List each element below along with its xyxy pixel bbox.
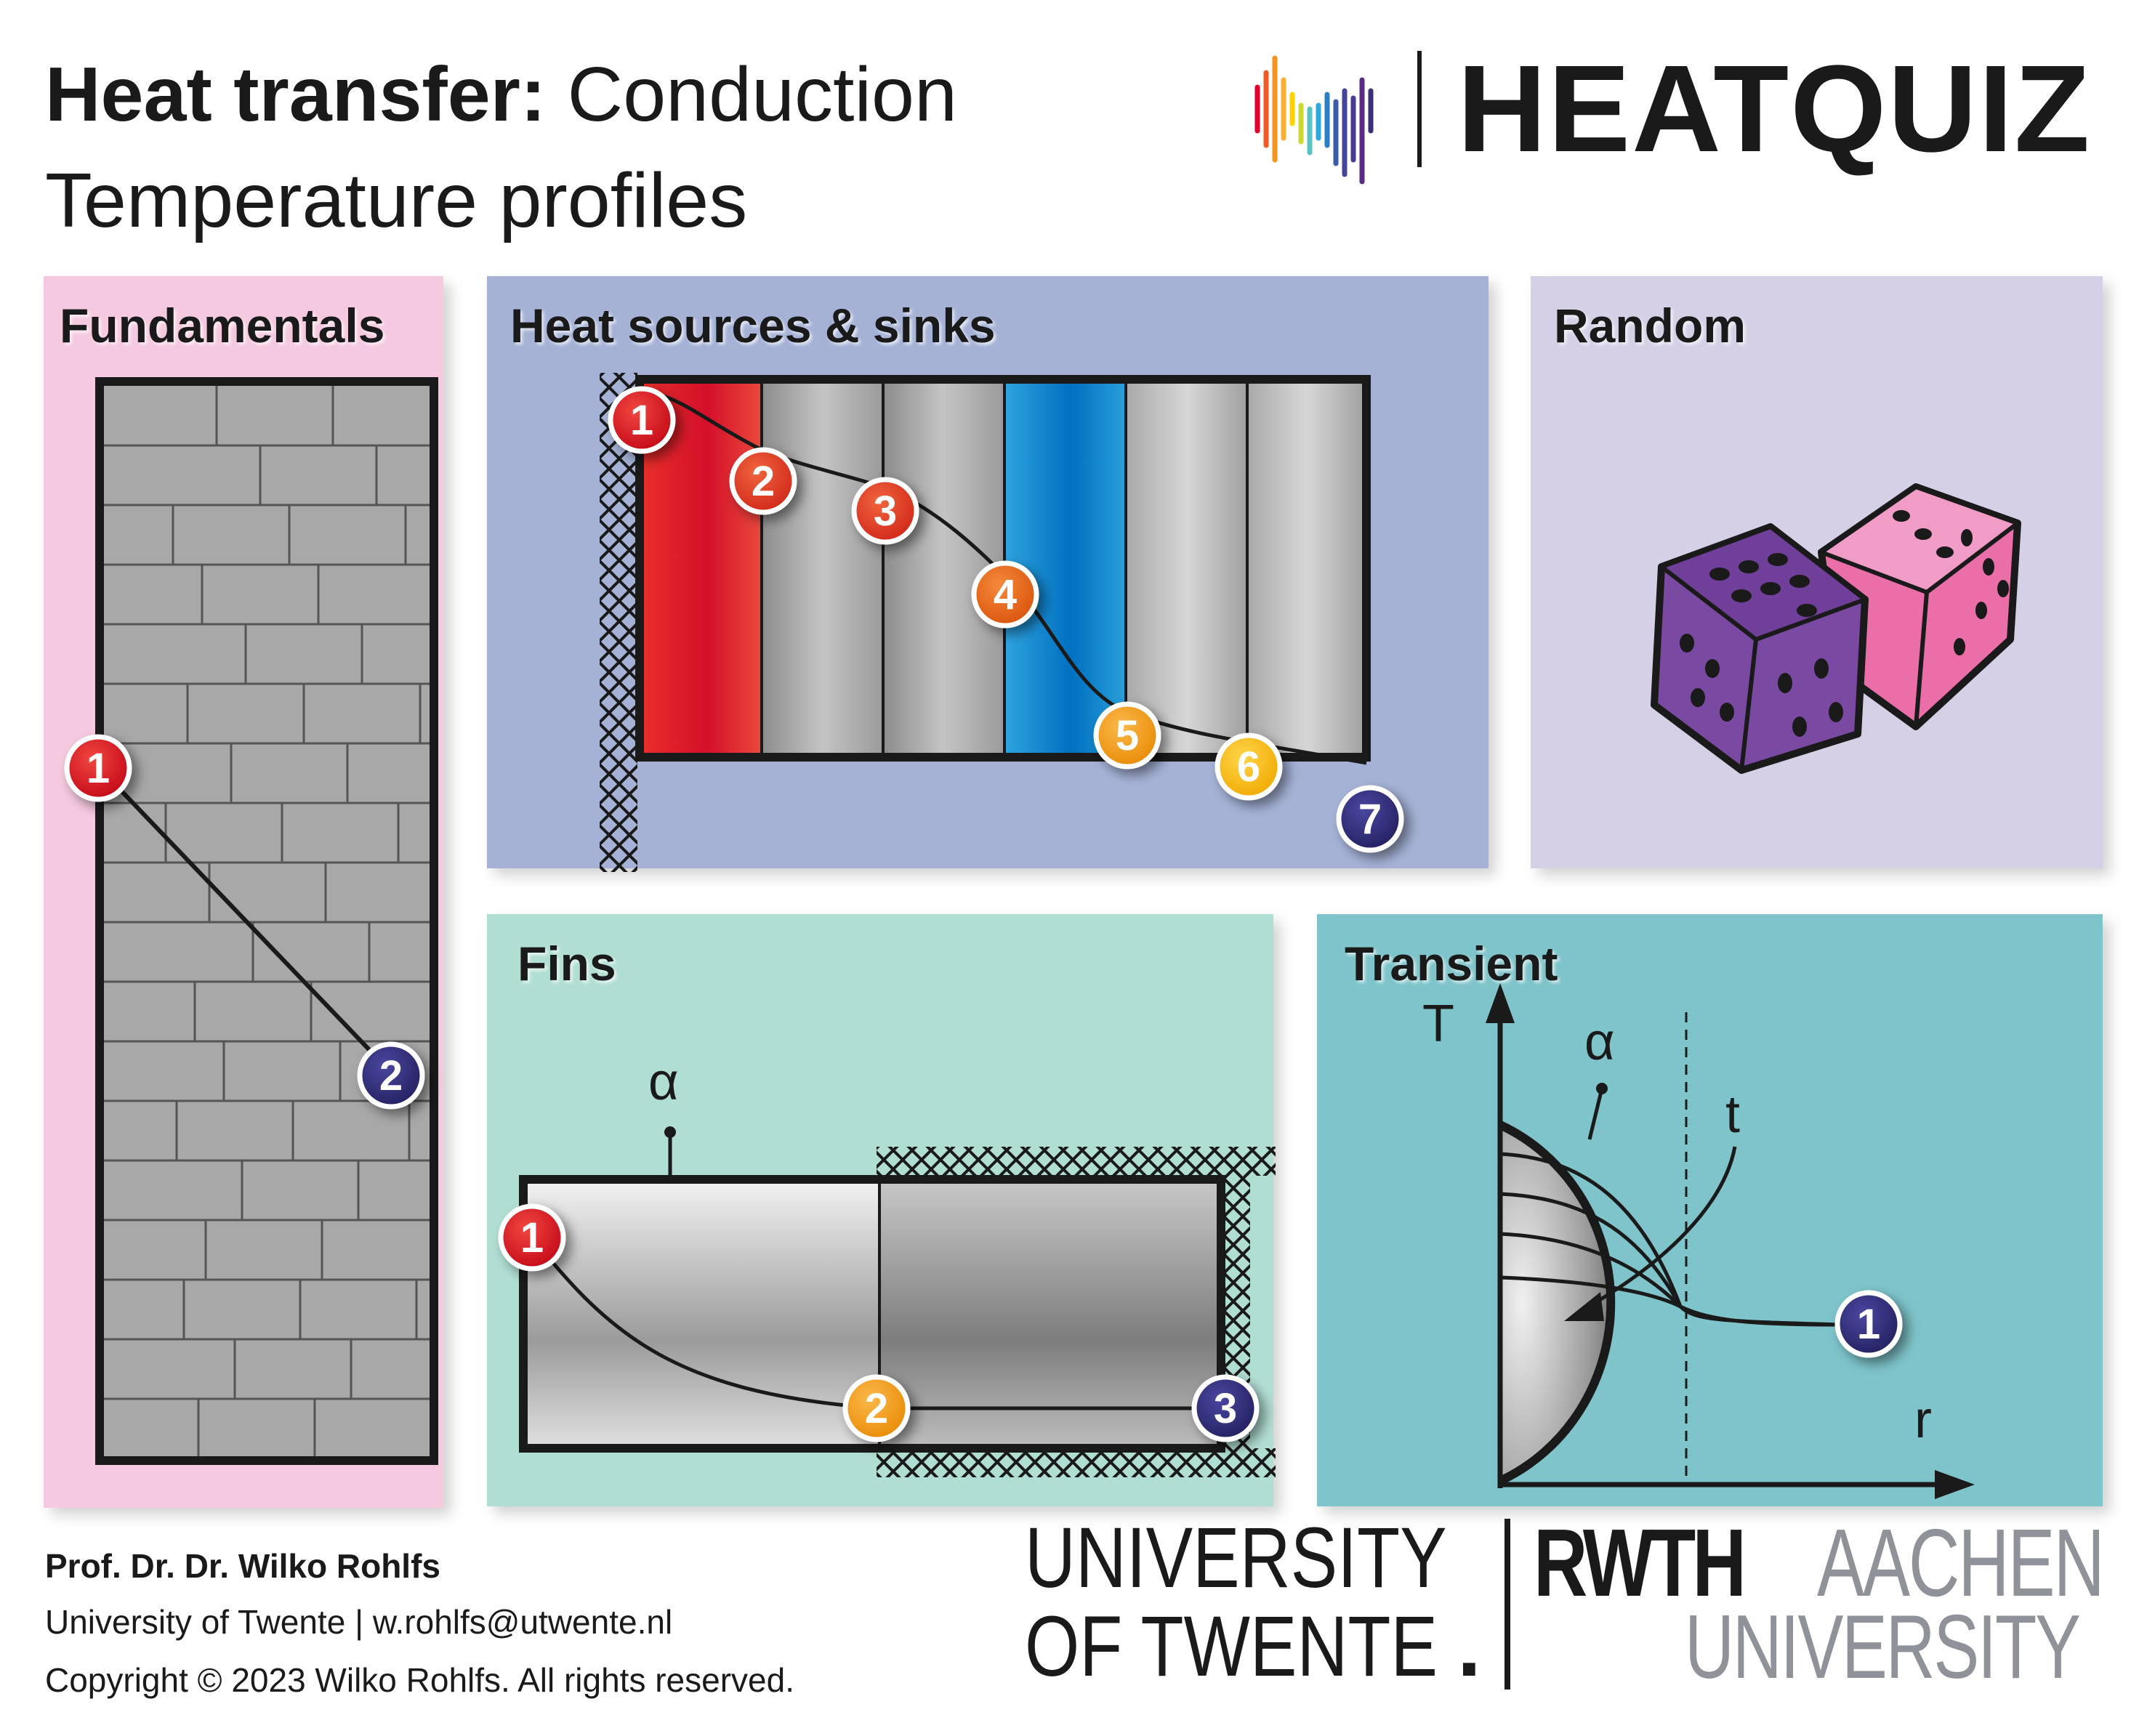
panel-title: Fundamentals [60,299,385,352]
layered-wall-diagram [600,373,1371,872]
fin-diagram: α [519,1053,1276,1477]
author-affiliation: University of Twente | w.rohlfs@utwente.… [45,1603,673,1641]
dice-icon [1651,483,2021,774]
alpha-label: α [1584,1013,1615,1071]
panel-title: Random [1554,299,1746,352]
brand-name: HEATQUIZ [1457,40,2092,178]
logo-divider [1504,1519,1510,1689]
panel-title: Heat sources & sinks [510,299,996,352]
author-name: Prof. Dr. Dr. Wilko Rohlfs [45,1547,440,1585]
ut-logo-line1: UNIVERSITY [1025,1510,1447,1606]
radius-axis-label: r [1914,1391,1932,1449]
temperature-axis-label: T [1422,995,1454,1053]
page-title: Heat transfer: Conduction [45,52,957,137]
rwth-logo-university: UNIVERSITY [1685,1597,2081,1697]
copyright-notice: Copyright © 2023 Wilko Rohlfs. All right… [45,1661,794,1699]
ut-logo-dot: . [1457,1599,1481,1695]
ut-logo-line2: OF TWENTE [1025,1599,1438,1695]
rwth-logo-mark: RWTH [1534,1509,1747,1616]
alpha-label: α [648,1053,679,1111]
panel-transient[interactable]: Transient [1317,914,2103,1506]
brick-wall-diagram [95,377,438,1465]
transient-sphere-diagram: T α t r [1422,983,1975,1499]
panel-title: Fins [517,937,616,990]
heatquiz-logo-icon [1254,55,1374,185]
page-subtitle: Temperature profiles [45,158,748,243]
brand-divider [1417,51,1422,167]
time-label: t [1725,1086,1740,1144]
panel-title: Transient [1345,937,1558,990]
rwth-logo-aachen: AACHEN [1817,1509,2105,1616]
